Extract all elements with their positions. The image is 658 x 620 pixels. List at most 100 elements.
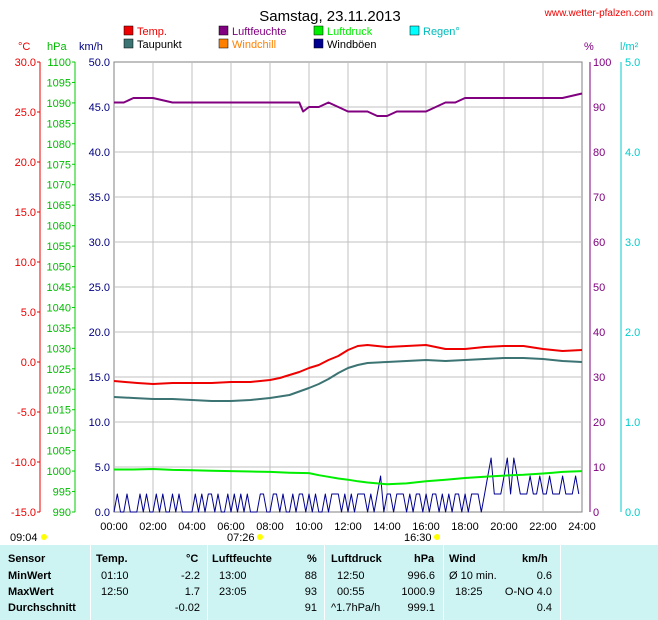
tick-label-pct: 60 <box>593 237 605 249</box>
tick-label-c: 20.0 <box>15 157 36 169</box>
row-max-p-time: 00:55 <box>337 586 365 598</box>
hdr-temp: Temp. <box>96 553 128 565</box>
tick-label-hpa: 1020 <box>47 384 71 396</box>
tick-label-kmh: 25.0 <box>89 282 110 294</box>
hdr-kmh: km/h <box>522 553 548 565</box>
tick-label-c: 5.0 <box>21 307 36 319</box>
unit-hpa-label: hPa <box>47 41 67 53</box>
tick-label-kmh: 50.0 <box>89 57 110 69</box>
row-min-label: MinWert <box>8 570 52 582</box>
series-temp <box>113 344 583 385</box>
tick-label-lm2: 4.0 <box>625 147 640 159</box>
hdr-hpa: hPa <box>414 553 435 565</box>
tick-label-hpa: 1095 <box>47 77 71 89</box>
row-max-t-time: 12:50 <box>101 586 129 598</box>
tick-label-kmh: 5.0 <box>95 462 110 474</box>
series-windboeen <box>113 457 580 513</box>
tick-label-hpa: 1065 <box>47 200 71 212</box>
tick-label-x: 10:00 <box>295 521 323 533</box>
tick-label-hpa: 1015 <box>47 405 71 417</box>
tick-label-pct: 80 <box>593 147 605 159</box>
series-group <box>113 92 583 513</box>
tick-label-c: 15.0 <box>15 207 36 219</box>
tick-label-kmh: 20.0 <box>89 327 110 339</box>
axis-rain: 5.0 4.0 3.0 2.0 1.0 0.0 <box>620 57 640 519</box>
site-link[interactable]: www.wetter-pfalzen.com <box>544 8 653 19</box>
row-min-h-time: 13:00 <box>219 570 247 582</box>
tick-label-hpa: 1075 <box>47 159 71 171</box>
tick-label-lm2: 3.0 <box>625 237 640 249</box>
tick-label-pct: 30 <box>593 372 605 384</box>
tick-label-hpa: 995 <box>53 487 71 499</box>
legend-swatch-windboeen <box>313 38 324 49</box>
row-min-t-val: -2.2 <box>181 570 200 582</box>
tick-label-pct: 0 <box>593 507 599 519</box>
row-min-p-val: 996.6 <box>407 570 435 582</box>
tick-label-kmh: 40.0 <box>89 147 110 159</box>
sunset-icon <box>434 534 440 540</box>
axis-kmh: 50.0 45.0 40.0 35.0 30.0 25.0 20.0 15.0 10.0 5.0 0… <box>89 57 110 519</box>
plot-grid <box>114 62 582 512</box>
tick-label-x: 06:00 <box>217 521 245 533</box>
tick-label-pct: 40 <box>593 327 605 339</box>
tick-label-pct: 20 <box>593 417 605 429</box>
moonrise-time: 09:04 <box>10 532 38 544</box>
legend-label-regen: Regen° <box>423 26 460 38</box>
legend-label-temp: Temp. <box>137 26 167 38</box>
tick-label-hpa: 1080 <box>47 139 71 151</box>
row-max-p-val: 1000.9 <box>401 586 435 598</box>
tick-label-pct: 100 <box>593 57 611 69</box>
tick-label-hpa: 1045 <box>47 282 71 294</box>
tick-label-lm2: 0.0 <box>625 507 640 519</box>
tick-label-x: 00:00 <box>100 521 128 533</box>
hdr-pct: % <box>307 553 317 565</box>
unit-c-label: °C <box>18 41 30 53</box>
tick-label-pct: 70 <box>593 192 605 204</box>
tick-label-x: 12:00 <box>334 521 362 533</box>
row-max-w-time: 18:25 <box>455 586 483 598</box>
legend-swatch-taupunkt <box>123 38 134 49</box>
row-min-w-time: Ø 10 min. <box>449 570 497 582</box>
tick-label-x: 08:00 <box>256 521 284 533</box>
tick-label-c: -10.0 <box>11 457 36 469</box>
legend: Temp. Luftfeuchte Luftdruck Regen° Taupunkt W… <box>123 25 460 51</box>
tick-label-x: 14:00 <box>373 521 401 533</box>
series-taupunkt <box>113 357 583 402</box>
hdr-luftdruck: Luftdruck <box>331 553 382 565</box>
tick-label-c: -5.0 <box>17 407 36 419</box>
tick-label-c: -15.0 <box>11 507 36 519</box>
row-max-h-time: 23:05 <box>219 586 247 598</box>
legend-label-windchill: Windchill <box>232 39 276 51</box>
legend-label-luftfeuchte: Luftfeuchte <box>232 26 286 38</box>
tick-label-c: 30.0 <box>15 57 36 69</box>
stats-table: Sensor Temp. °C Luftfeuchte % Luftdruck … <box>0 545 658 620</box>
row-min-p-time: 12:50 <box>337 570 365 582</box>
tick-label-hpa: 1055 <box>47 241 71 253</box>
legend-label-windboeen: Windböen <box>327 39 377 51</box>
tick-label-lm2: 5.0 <box>625 57 640 69</box>
row-avg-w-val: 0.4 <box>536 602 552 614</box>
tick-label-hpa: 1085 <box>47 118 71 130</box>
tick-label-x: 22:00 <box>529 521 557 533</box>
tick-label-pct: 10 <box>593 462 605 474</box>
legend-swatch-windchill <box>218 38 229 49</box>
hdr-luftfeuchte: Luftfeuchte <box>212 553 272 565</box>
tick-label-pct: 50 <box>593 282 605 294</box>
tick-label-hpa: 1050 <box>47 262 71 274</box>
hdr-sensor: Sensor <box>8 553 46 565</box>
legend-swatch-luftfeuchte <box>218 25 229 36</box>
tick-label-c: 10.0 <box>15 257 36 269</box>
sunrise-icon <box>257 534 263 540</box>
row-min-w-val: 0.6 <box>536 570 552 582</box>
series-luftdruck <box>114 468 583 486</box>
tick-label-kmh: 10.0 <box>89 417 110 429</box>
row-max-w-val: O-NO 4.0 <box>504 586 552 598</box>
tick-label-kmh: 0.0 <box>95 507 110 519</box>
tick-label-x: 16:00 <box>412 521 440 533</box>
tick-label-hpa: 1000 <box>47 466 71 478</box>
tick-label-kmh: 30.0 <box>89 237 110 249</box>
legend-label-taupunkt: Taupunkt <box>137 39 182 51</box>
tick-label-hpa: 1060 <box>47 221 71 233</box>
